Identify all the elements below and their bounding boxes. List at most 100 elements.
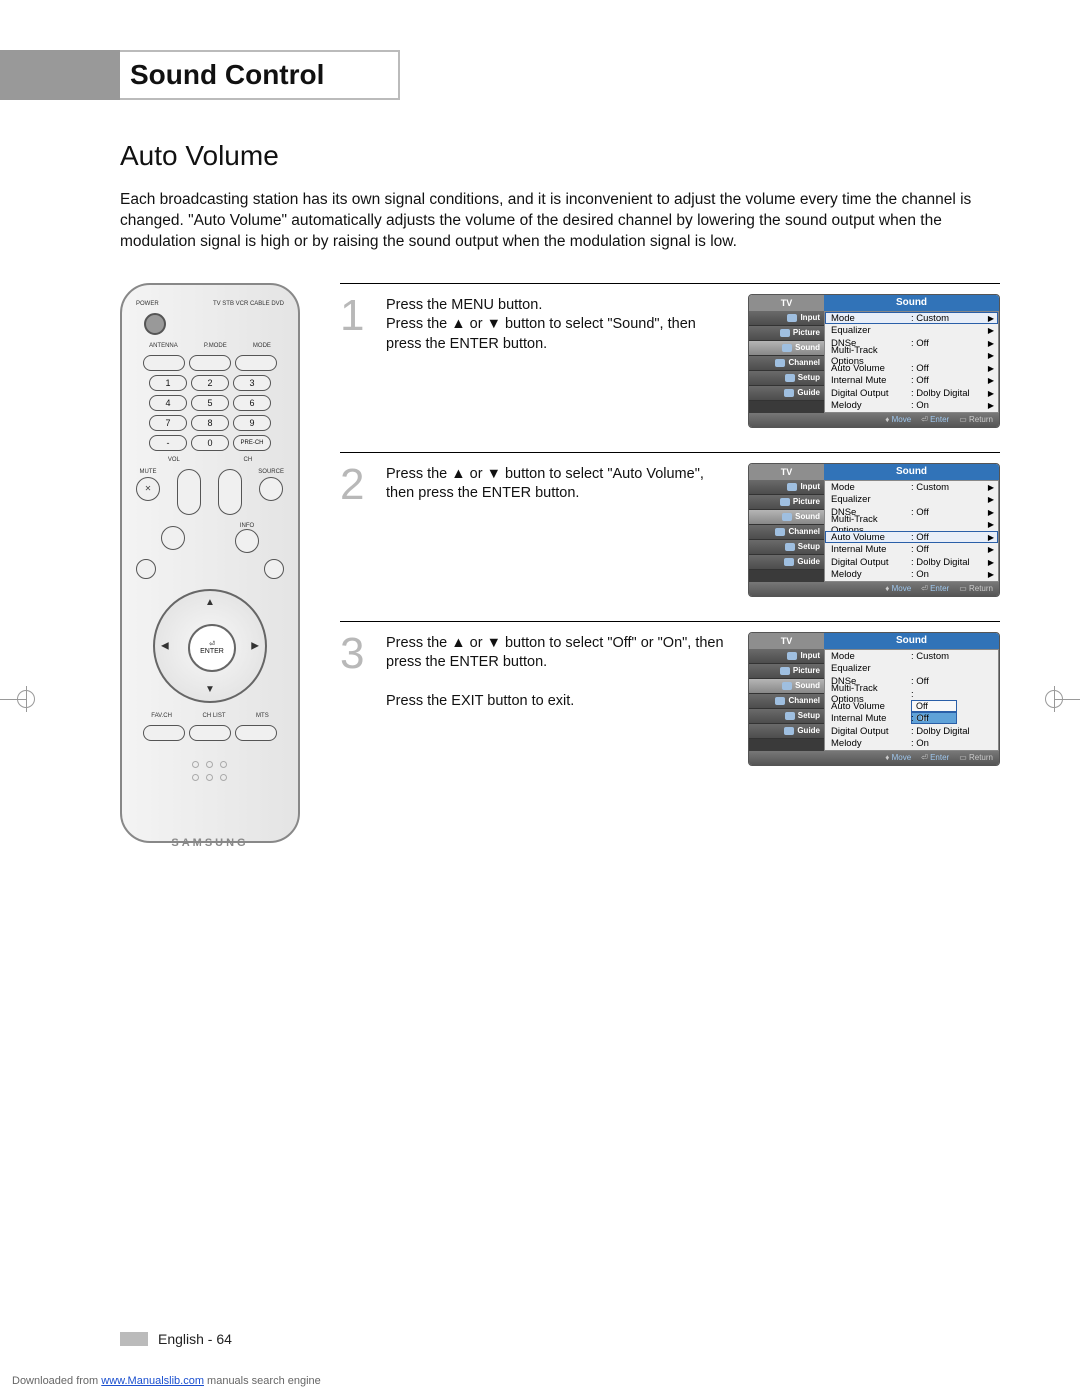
anynet-btn (161, 526, 185, 550)
osd-menu-row: Digital OutputDolby Digital▶ (825, 556, 998, 569)
osd-side-item: Input (749, 480, 824, 495)
osd-side-item: Input (749, 649, 824, 664)
osd-menu-row: MelodyOn▶ (825, 399, 998, 412)
num-0: 0 (191, 435, 229, 451)
page: Sound Control Auto Volume Each broadcast… (0, 0, 1080, 1397)
step-number: 2 (340, 463, 370, 597)
num-5: 5 (191, 395, 229, 411)
num-8: 8 (191, 415, 229, 431)
intro-paragraph: Each broadcasting station has its own si… (120, 190, 1000, 253)
osd-menu-row: Digital OutputDolby Digital▶ (825, 387, 998, 400)
osd-menu-row: Internal MuteOff▶ (825, 543, 998, 556)
crop-mark-left (0, 686, 26, 712)
side-icon (782, 682, 792, 690)
antenna-btn (143, 355, 185, 371)
osd-menu-row: Auto VolumeOff▶ (825, 362, 998, 375)
side-icon (775, 697, 785, 705)
osd-sidebar: InputPictureSoundChannelSetupGuide (749, 480, 824, 582)
osd-main: ModeCustom▶Equalizer▶DNSeOff▶Multi-Track… (824, 480, 999, 582)
remote-control-illustration: POWER TV STB VCR CABLE DVD ANTENNA P.MOD… (120, 283, 300, 843)
side-icon (784, 558, 794, 566)
header-bar: Sound Control (0, 50, 1080, 100)
steps-column: 1 Press the MENU button. Press the ▲ or … (340, 283, 1000, 843)
vol-label: VOL (168, 457, 180, 463)
columns: POWER TV STB VCR CABLE DVD ANTENNA P.MOD… (120, 283, 1000, 843)
osd-menu-row: Multi-Track Options▶ (825, 518, 998, 531)
lbl-stb: STB (222, 301, 234, 307)
num-4: 4 (149, 395, 187, 411)
side-icon (784, 727, 794, 735)
osd-sidebar: InputPictureSoundChannelSetupGuide (749, 311, 824, 413)
osd-side-item: Picture (749, 664, 824, 679)
brand-label: SAMSUNG (136, 837, 284, 849)
crop-mark-right (1054, 686, 1080, 712)
attribution-suffix: manuals search engine (204, 1375, 321, 1387)
step-1: 1 Press the MENU button. Press the ▲ or … (340, 283, 1000, 452)
osd-menu-row: ModeCustom▶ (825, 312, 998, 325)
osd-side-item: Setup (749, 709, 824, 724)
osd-menu-row: Digital OutputDolby Digital (825, 725, 998, 738)
osd-side-item: Setup (749, 540, 824, 555)
side-icon (775, 359, 785, 367)
page-footer: English - 64 (120, 1331, 232, 1347)
osd-screenshot-1: TV Sound InputPictureSoundChannelSetupGu… (748, 294, 1000, 428)
antenna-label: ANTENNA (149, 343, 178, 349)
nav-down-icon: ▼ (205, 684, 215, 695)
num-3: 3 (233, 375, 271, 391)
mode-label: MODE (253, 343, 271, 349)
osd-menu-row: Equalizer (825, 662, 998, 675)
num-7: 7 (149, 415, 187, 431)
osd-side-item: Sound (749, 679, 824, 694)
step-3: 3 Press the ▲ or ▼ button to select "Off… (340, 621, 1000, 790)
osd-screenshot-3: TV Sound InputPictureSoundChannelSetupGu… (748, 632, 1000, 766)
osd-side-item: Input (749, 311, 824, 326)
osd-main: ModeCustomEqualizerDNSeOffMulti-Track Op… (824, 649, 999, 751)
mts-label: MTS (256, 713, 269, 719)
pmode-btn (189, 355, 231, 371)
mts-btn (235, 725, 277, 741)
osd-menu-row: ModeCustom (825, 650, 998, 663)
osd-tab-title: Sound (824, 633, 999, 649)
osd-menu-row: MelodyOn (825, 737, 998, 750)
lbl-vcr: VCR (236, 301, 249, 307)
nav-right-icon: ▶ (251, 640, 259, 651)
osd-side-item: Picture (749, 495, 824, 510)
header-title-wrap: Sound Control (120, 50, 400, 100)
side-icon (787, 483, 797, 491)
power-label: POWER (136, 301, 159, 307)
osd-side-item: Sound (749, 510, 824, 525)
side-icon (785, 543, 795, 551)
source-btn (259, 477, 283, 501)
source-label: SOURCE (258, 469, 284, 475)
osd-menu-row: Auto VolumeOff▶ (825, 531, 998, 544)
num-6: 6 (233, 395, 271, 411)
pmode-label: P.MODE (204, 343, 227, 349)
osd-menu-row: Multi-Track Options▶ (825, 349, 998, 362)
osd-menu-row: Internal MuteOff▶ (825, 374, 998, 387)
osd-main: ModeCustom▶Equalizer▶DNSeOff▶Multi-Track… (824, 311, 999, 413)
mode-btn (235, 355, 277, 371)
step-text: Press the ▲ or ▼ button to select "Off" … (386, 632, 732, 766)
side-icon (785, 374, 795, 382)
osd-side-item: Setup (749, 371, 824, 386)
side-icon (787, 314, 797, 322)
osd-side-item: Picture (749, 326, 824, 341)
chlist-btn (189, 725, 231, 741)
osd-side-item: Channel (749, 356, 824, 371)
lbl-tv: TV (213, 301, 221, 307)
step-text: Press the MENU button. Press the ▲ or ▼ … (386, 294, 732, 428)
num-9: 9 (233, 415, 271, 431)
attribution-link[interactable]: www.Manualslib.com (101, 1375, 204, 1387)
nav-up-icon: ▲ (205, 597, 215, 608)
dot-buttons (136, 761, 284, 781)
favch-label: FAV.CH (151, 713, 172, 719)
osd-side-item: Channel (749, 525, 824, 540)
lbl-dvd: DVD (271, 301, 284, 307)
nav-left-icon: ◀ (161, 640, 169, 651)
osd-tab-tv: TV (749, 295, 824, 311)
osd-tab-tv: TV (749, 633, 824, 649)
content: Auto Volume Each broadcasting station ha… (0, 140, 1080, 843)
vol-rocker (177, 469, 201, 515)
side-icon (780, 329, 790, 337)
osd-side-item: Guide (749, 724, 824, 739)
